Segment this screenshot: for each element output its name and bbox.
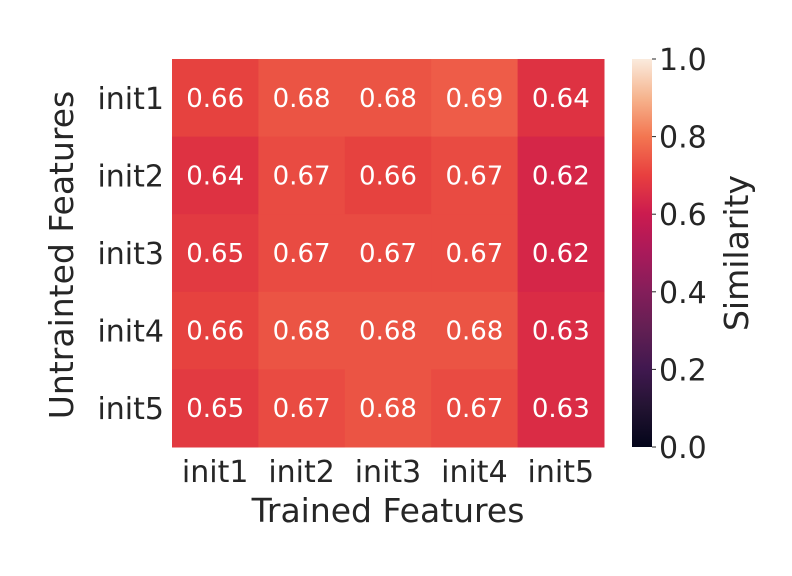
y-tick-label: init4 <box>97 315 164 350</box>
heatmap-cell <box>258 214 346 293</box>
y-tick-labels: init1 init2 init3 init4 init5 <box>97 82 164 427</box>
y-tick-label: init1 <box>97 82 164 117</box>
heatmap-cell <box>172 369 259 448</box>
colorbar-tick-label: 0.2 <box>659 353 707 388</box>
cell-value-label: 0.66 <box>359 161 417 191</box>
cell-value-label: 0.67 <box>273 394 331 424</box>
cell-value-label: 0.68 <box>359 394 417 424</box>
y-tick-label: init3 <box>97 237 164 272</box>
cell-value-label: 0.67 <box>445 239 503 269</box>
heatmap-cell <box>344 369 432 448</box>
heatmap-cell <box>344 136 432 215</box>
cell-value-label: 0.64 <box>532 84 590 114</box>
heatmap-cell <box>344 214 432 293</box>
x-tick-label: init4 <box>441 455 508 490</box>
heatmap-cell <box>172 59 259 138</box>
heatmap-cell <box>344 59 432 138</box>
cell-value-label: 0.66 <box>186 317 244 347</box>
cell-value-label: 0.68 <box>359 84 417 114</box>
y-tick-label: init5 <box>97 392 164 427</box>
heatmap-cells: 0.66 0.68 0.68 0.69 0.64 0.64 0.67 0.66 0.67 0.62… <box>172 59 605 448</box>
cell-value-label: 0.62 <box>532 239 590 269</box>
cell-value-label: 0.65 <box>186 239 244 269</box>
cell-value-label: 0.68 <box>273 317 331 347</box>
y-axis-label: Untrainted Features <box>42 91 81 419</box>
heatmap-cell <box>172 214 259 293</box>
heatmap-cell <box>431 59 519 138</box>
cell-value-label: 0.67 <box>445 161 503 191</box>
cell-value-label: 0.63 <box>532 317 590 347</box>
heatmap-cell <box>431 214 519 293</box>
x-tick-label: init1 <box>182 455 249 490</box>
heatmap-cell <box>517 214 605 293</box>
cell-value-label: 0.62 <box>532 161 590 191</box>
cell-value-label: 0.69 <box>445 84 503 114</box>
heatmap-cell <box>172 291 259 370</box>
colorbar-tick-label: 0.6 <box>659 198 707 233</box>
heatmap-cell <box>431 291 519 370</box>
colorbar <box>632 59 652 447</box>
cell-value-label: 0.64 <box>186 161 244 191</box>
cell-value-label: 0.68 <box>445 317 503 347</box>
cell-value-label: 0.68 <box>273 84 331 114</box>
heatmap-cell <box>431 136 519 215</box>
cell-value-label: 0.66 <box>186 84 244 114</box>
cell-value-label: 0.68 <box>359 317 417 347</box>
x-tick-label: init5 <box>528 455 595 490</box>
heatmap-cell <box>431 369 519 448</box>
heatmap-cell <box>344 291 432 370</box>
colorbar-tick-label: 0.0 <box>659 431 707 466</box>
cell-value-label: 0.67 <box>359 239 417 269</box>
cell-value-label: 0.63 <box>532 394 590 424</box>
x-tick-label: init2 <box>268 455 335 490</box>
heatmap-cell <box>172 136 259 215</box>
heatmap-cell <box>258 59 346 138</box>
heatmap-cell <box>517 291 605 370</box>
cell-value-label: 0.67 <box>273 161 331 191</box>
heatmap-cell <box>517 136 605 215</box>
x-tick-labels: init1 init2 init3 init4 init5 <box>182 455 594 490</box>
cell-value-label: 0.65 <box>186 394 244 424</box>
x-tick-label: init3 <box>355 455 422 490</box>
colorbar-tick-label: 0.4 <box>659 276 707 311</box>
colorbar-label: Similarity <box>717 175 756 331</box>
cell-value-label: 0.67 <box>445 394 503 424</box>
heatmap-cell <box>517 369 605 448</box>
colorbar-tick-label: 1.0 <box>659 43 707 78</box>
colorbar-tick-label: 0.8 <box>659 121 707 156</box>
colorbar-tick-labels: 0.0 0.2 0.4 0.6 0.8 1.0 <box>652 43 707 466</box>
y-tick-label: init2 <box>97 159 164 194</box>
heatmap-cell <box>258 291 346 370</box>
heatmap-cell <box>258 369 346 448</box>
heatmap-cell <box>517 59 605 138</box>
heatmap-cell <box>258 136 346 215</box>
x-axis-label: Trained Features <box>251 491 525 530</box>
cell-value-label: 0.67 <box>273 239 331 269</box>
